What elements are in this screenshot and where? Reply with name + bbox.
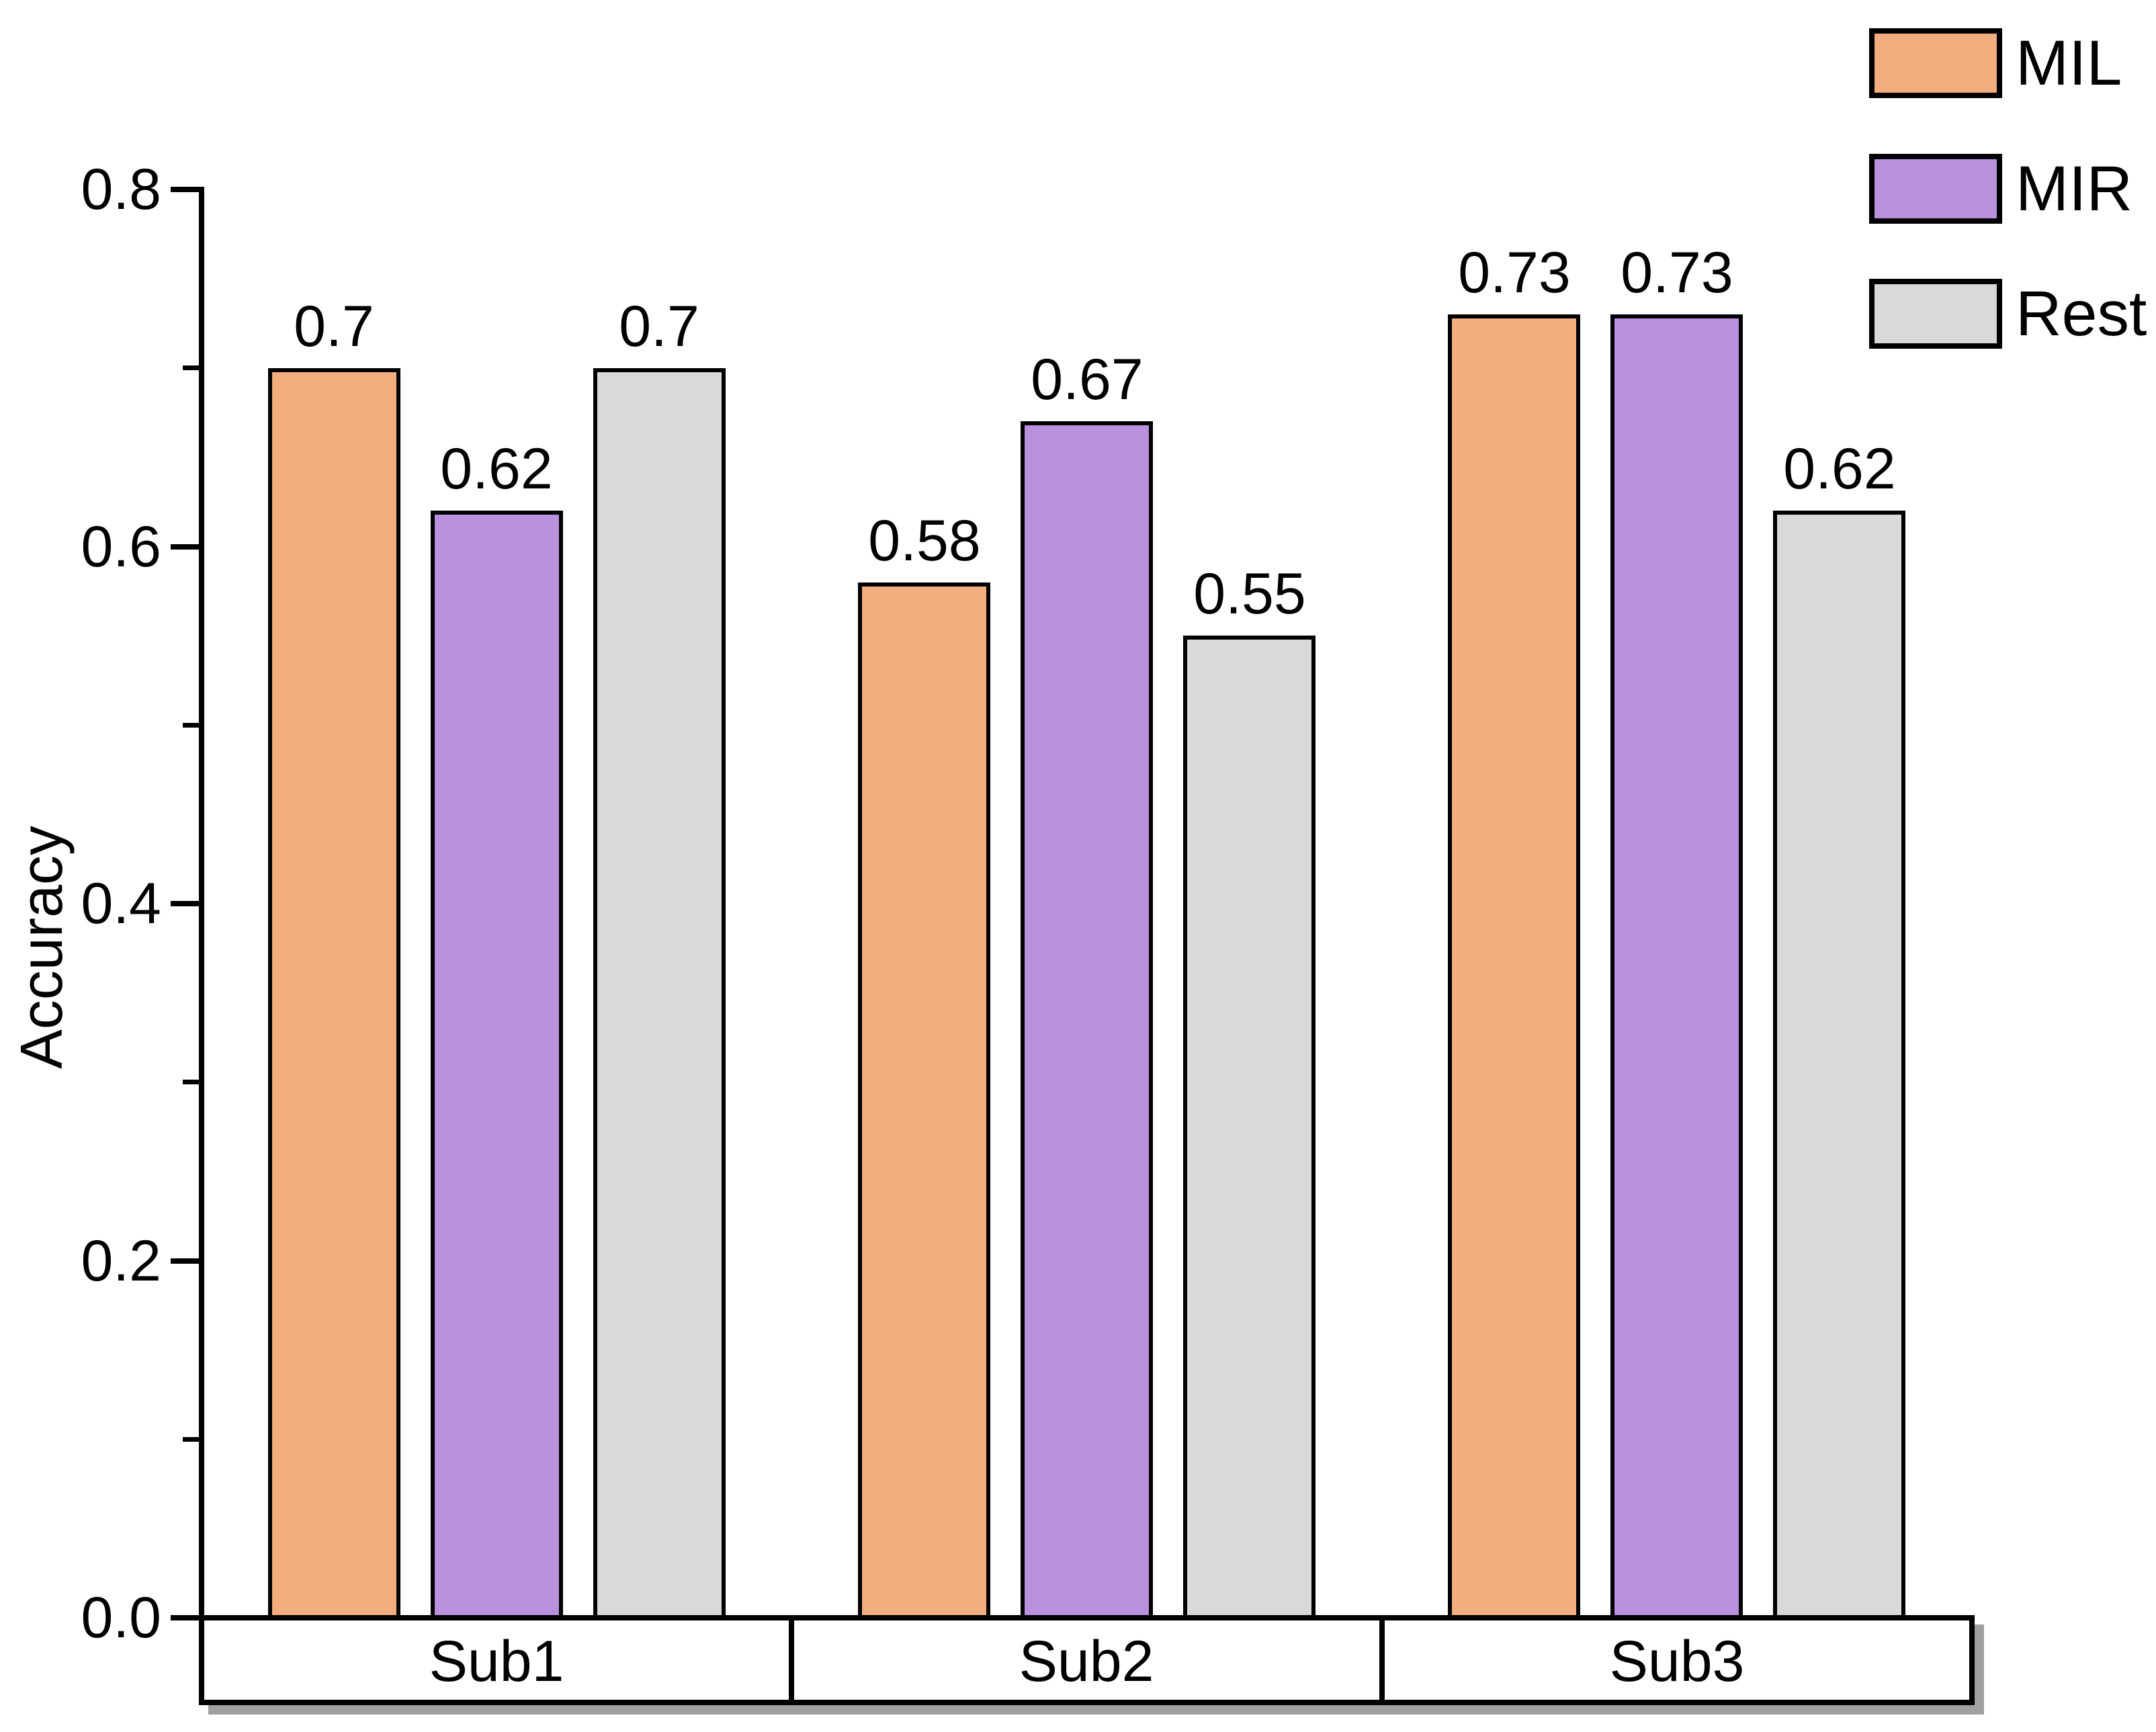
y-tick-label-0.6: 0.6	[81, 515, 161, 579]
x-category-label-Sub3: Sub3	[1609, 1629, 1745, 1694]
bar-Rest-Sub1	[593, 368, 726, 1620]
y-minor-tick-0.1	[183, 1437, 199, 1442]
bar-value-label-Rest-Sub1: 0.7	[619, 294, 699, 359]
y-tick-label-0.2: 0.2	[81, 1229, 161, 1293]
x-category-label-Sub1: Sub1	[429, 1629, 564, 1694]
bar-value-label-MIR-Sub3: 0.73	[1621, 241, 1733, 305]
y-major-tick-0.8	[171, 187, 199, 192]
bar-value-label-MIR-Sub1: 0.62	[440, 437, 553, 501]
x-axis-box	[199, 1615, 1975, 1705]
bar-value-label-MIR-Sub2: 0.67	[1031, 347, 1144, 412]
bar-Rest-Sub3	[1773, 511, 1905, 1620]
bar-MIR-Sub1	[431, 511, 563, 1620]
bar-value-label-MIL-Sub2: 0.58	[868, 509, 981, 573]
y-tick-label-0.8: 0.8	[81, 157, 161, 222]
bar-value-label-Rest-Sub2: 0.55	[1193, 562, 1306, 626]
x-category-label-Sub2: Sub2	[1019, 1629, 1154, 1694]
legend-label-MIL: MIL	[2016, 28, 2122, 99]
legend-label-MIR: MIR	[2016, 153, 2133, 224]
y-major-tick-0.0	[171, 1615, 199, 1620]
bar-Rest-Sub2	[1183, 636, 1316, 1620]
y-minor-tick-0.7	[183, 365, 199, 370]
bar-MIR-Sub3	[1610, 314, 1743, 1620]
bar-MIL-Sub3	[1448, 314, 1580, 1620]
y-minor-tick-0.5	[183, 723, 199, 728]
legend-swatch-Rest	[1869, 279, 2002, 349]
y-axis-line	[199, 187, 204, 1620]
bar-value-label-MIL-Sub1: 0.7	[294, 294, 374, 359]
legend-swatch-MIL	[1869, 28, 2002, 98]
bar-MIL-Sub1	[268, 368, 400, 1620]
legend-label-Rest: Rest	[2016, 278, 2147, 349]
y-major-tick-0.2	[171, 1258, 199, 1264]
y-tick-label-0.0: 0.0	[81, 1586, 161, 1650]
y-tick-label-0.4: 0.4	[81, 871, 161, 936]
y-major-tick-0.6	[171, 544, 199, 550]
legend-swatch-MIR	[1869, 154, 2002, 224]
x-axis-divider	[1379, 1620, 1385, 1700]
x-axis-divider	[789, 1620, 794, 1700]
bar-value-label-Rest-Sub3: 0.62	[1783, 437, 1896, 501]
bar-MIL-Sub2	[858, 582, 990, 1620]
y-major-tick-0.4	[171, 901, 199, 906]
y-minor-tick-0.3	[183, 1080, 199, 1084]
bar-value-label-MIL-Sub3: 0.73	[1458, 241, 1571, 305]
bar-MIR-Sub2	[1021, 421, 1153, 1620]
